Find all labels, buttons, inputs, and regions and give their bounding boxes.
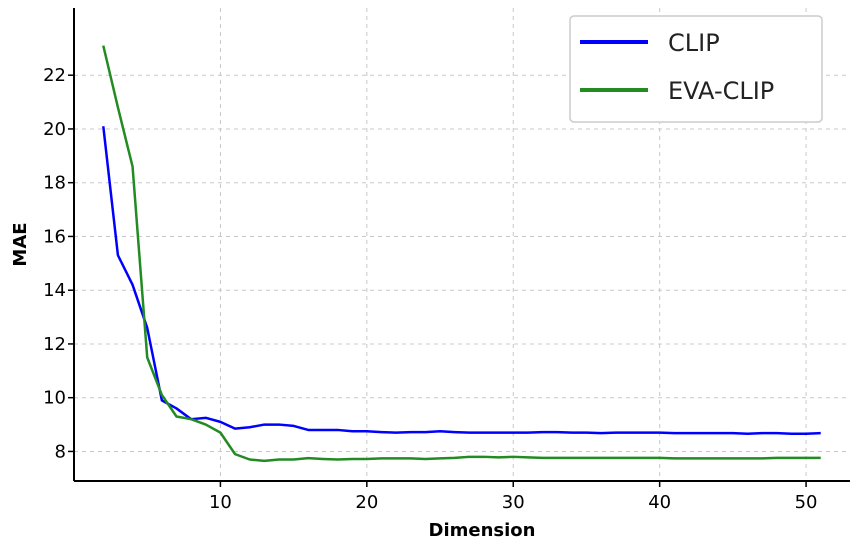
y-tick-label: 12 [43, 334, 66, 355]
series-line-clip [102, 126, 821, 435]
y-axis-title: MAE [10, 222, 31, 266]
grid [74, 8, 850, 481]
y-tick-label: 18 [43, 173, 66, 194]
legend: CLIP EVA-CLIP [569, 15, 823, 123]
y-tick-label: 16 [43, 226, 66, 247]
x-tick-label: 20 [355, 492, 378, 513]
x-tick-label: 10 [209, 492, 232, 513]
x-tick-label: 30 [502, 492, 525, 513]
ticks: 10 20 30 40 50 8 10 12 14 16 18 20 22 [43, 65, 817, 513]
x-axis-title: Dimension [429, 520, 536, 541]
y-tick-label: 8 [55, 441, 66, 462]
x-tick-label: 40 [648, 492, 671, 513]
y-tick-label: 20 [43, 119, 66, 140]
y-tick-label: 22 [43, 65, 66, 86]
y-tick-label: 10 [43, 388, 66, 409]
axes [73, 8, 850, 482]
y-tick-label: 14 [43, 280, 66, 301]
series-line-eva-clip [102, 45, 821, 463]
x-tick-label: 50 [795, 492, 818, 513]
series [102, 45, 821, 463]
legend-label-clip: CLIP [668, 29, 720, 57]
legend-label-eva-clip: EVA-CLIP [668, 77, 774, 105]
